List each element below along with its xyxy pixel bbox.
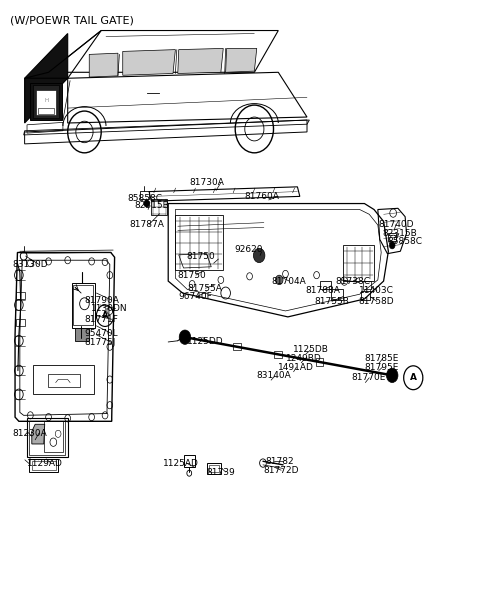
Text: 1125DD: 1125DD bbox=[187, 337, 224, 346]
Bar bbox=[331, 289, 343, 300]
Text: 81704A: 81704A bbox=[271, 277, 306, 286]
Text: 1491AD: 1491AD bbox=[278, 362, 314, 371]
Text: H: H bbox=[44, 98, 48, 103]
Text: 81790A: 81790A bbox=[84, 295, 120, 305]
Bar bbox=[16, 319, 25, 326]
Polygon shape bbox=[32, 425, 45, 444]
Polygon shape bbox=[226, 48, 257, 72]
Polygon shape bbox=[178, 48, 223, 74]
Bar bbox=[316, 358, 324, 365]
Text: 1125AD: 1125AD bbox=[163, 459, 199, 468]
Bar bbox=[360, 291, 370, 300]
Text: 96740F: 96740F bbox=[179, 292, 213, 301]
Text: 81785E: 81785E bbox=[364, 354, 399, 363]
Bar bbox=[233, 343, 240, 350]
Text: 85858C: 85858C bbox=[128, 194, 163, 203]
Text: 11403C: 11403C bbox=[359, 286, 394, 295]
Polygon shape bbox=[123, 50, 175, 75]
Text: 81750: 81750 bbox=[186, 252, 215, 261]
Bar bbox=[72, 283, 95, 328]
Bar bbox=[343, 245, 374, 281]
Circle shape bbox=[276, 275, 283, 285]
Bar bbox=[321, 280, 331, 289]
Text: 81738C: 81738C bbox=[335, 277, 370, 286]
Polygon shape bbox=[89, 53, 118, 77]
Text: A: A bbox=[410, 373, 417, 382]
Text: 95470L: 95470L bbox=[84, 329, 118, 338]
Text: (W/POEWR TAIL GATE): (W/POEWR TAIL GATE) bbox=[10, 16, 134, 26]
Text: 81730A: 81730A bbox=[189, 178, 224, 187]
Bar bbox=[73, 285, 93, 325]
Text: 81775J: 81775J bbox=[84, 338, 116, 347]
Bar bbox=[32, 460, 56, 470]
Text: 83130D: 83130D bbox=[12, 260, 48, 269]
Text: 1129AD: 1129AD bbox=[27, 459, 63, 468]
Circle shape bbox=[179, 330, 191, 344]
Text: 82315B: 82315B bbox=[383, 229, 418, 238]
Text: A: A bbox=[102, 311, 108, 320]
Text: 81750: 81750 bbox=[178, 271, 206, 280]
Circle shape bbox=[276, 276, 283, 284]
Bar bbox=[141, 191, 149, 199]
Text: 81230A: 81230A bbox=[12, 429, 48, 438]
Bar bbox=[16, 292, 25, 299]
Bar bbox=[152, 199, 167, 215]
Bar bbox=[209, 465, 219, 472]
Bar bbox=[388, 233, 396, 240]
Text: 81758D: 81758D bbox=[359, 297, 395, 306]
Text: 81770E: 81770E bbox=[351, 373, 385, 382]
Bar bbox=[184, 455, 194, 467]
Bar bbox=[29, 459, 58, 472]
Polygon shape bbox=[24, 33, 68, 123]
Bar bbox=[175, 215, 223, 270]
Bar bbox=[207, 463, 221, 474]
Text: 92620: 92620 bbox=[234, 245, 263, 254]
Bar bbox=[27, 419, 68, 457]
Text: 82315B: 82315B bbox=[135, 202, 169, 210]
Bar bbox=[362, 281, 371, 289]
Text: 81788A: 81788A bbox=[305, 286, 340, 295]
Bar bbox=[29, 421, 65, 454]
Polygon shape bbox=[33, 86, 59, 118]
Circle shape bbox=[389, 242, 395, 249]
Text: 83140A: 83140A bbox=[257, 371, 291, 380]
Text: 81755B: 81755B bbox=[314, 297, 349, 306]
Circle shape bbox=[386, 368, 398, 383]
Bar bbox=[75, 328, 89, 341]
Circle shape bbox=[144, 200, 150, 207]
Text: 81795E: 81795E bbox=[364, 362, 399, 371]
Text: 81782: 81782 bbox=[265, 457, 293, 466]
Text: 1130DN: 1130DN bbox=[91, 304, 127, 313]
Polygon shape bbox=[36, 90, 56, 115]
Text: 81787A: 81787A bbox=[129, 220, 164, 229]
Polygon shape bbox=[30, 83, 62, 120]
Text: 1249BD: 1249BD bbox=[287, 354, 322, 363]
Bar bbox=[275, 351, 282, 358]
Text: 81772D: 81772D bbox=[263, 466, 299, 475]
Text: 85858C: 85858C bbox=[387, 237, 422, 246]
Text: 81771F: 81771F bbox=[84, 315, 119, 324]
Text: 81760A: 81760A bbox=[244, 192, 279, 201]
Text: 81740D: 81740D bbox=[379, 220, 414, 229]
Text: 1125DB: 1125DB bbox=[293, 345, 328, 354]
Text: 81755A: 81755A bbox=[187, 284, 222, 293]
Bar bbox=[44, 422, 63, 452]
Circle shape bbox=[253, 248, 265, 263]
Text: 81739: 81739 bbox=[206, 468, 235, 477]
